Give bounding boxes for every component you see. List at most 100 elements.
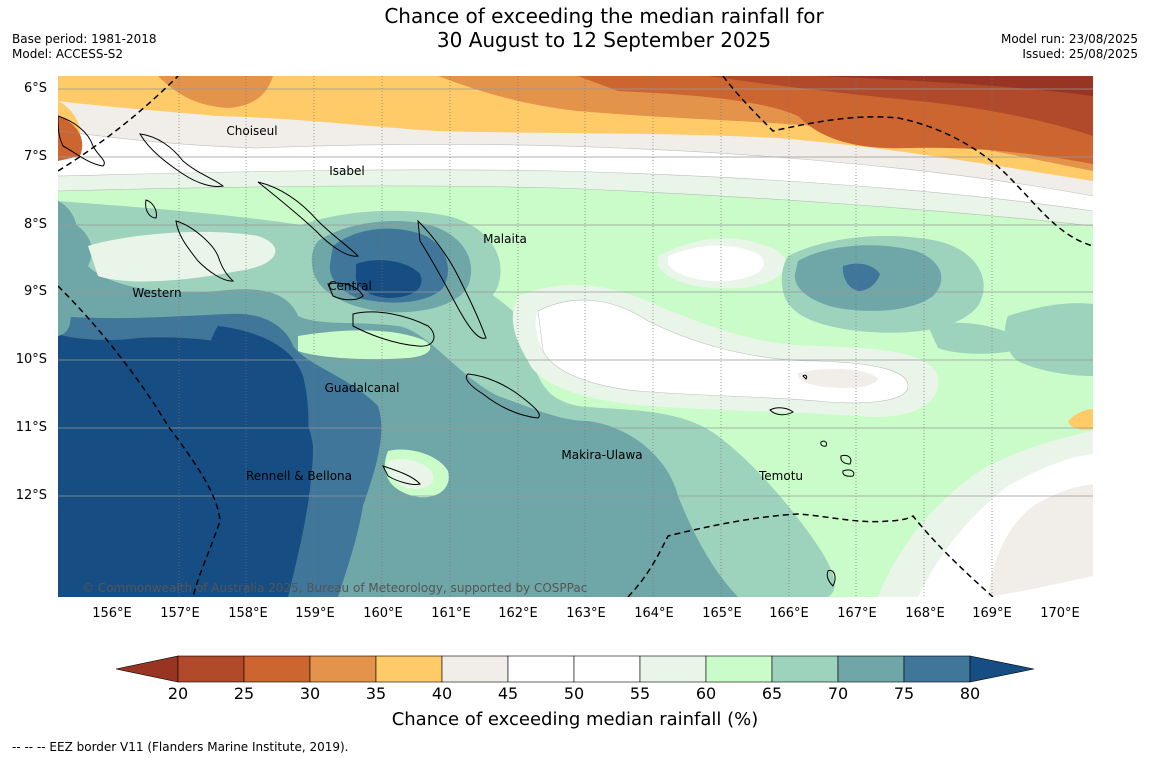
colorbar-tick-50: 50 bbox=[563, 684, 585, 703]
colorbar-segment-4 bbox=[375, 655, 443, 683]
band-25-30-west bbox=[58, 116, 83, 161]
band-55-60-inner bbox=[88, 231, 276, 282]
island-guadalcanal bbox=[352, 311, 435, 347]
island-tikopia bbox=[826, 569, 836, 587]
island-rennell bbox=[382, 465, 421, 485]
colorbar-segment-7 bbox=[573, 655, 641, 683]
colorbar-tick-45: 45 bbox=[497, 684, 519, 703]
region-label-temotu: Temotu bbox=[758, 469, 804, 483]
island-anuta bbox=[802, 374, 808, 380]
lon-label-169e: 169°E bbox=[972, 606, 1012, 621]
island-ngella bbox=[327, 282, 364, 301]
colorbar-graphic bbox=[115, 655, 1035, 683]
region-label-central: Central bbox=[328, 279, 372, 293]
base-period-text: Base period: 1981-2018 bbox=[12, 32, 157, 46]
band-60-65-inner bbox=[298, 330, 431, 360]
lon-label-161e: 161°E bbox=[431, 606, 471, 621]
map-title: Chance of exceeding the median rainfall … bbox=[0, 4, 1150, 52]
band-75-80-east bbox=[842, 263, 880, 291]
lon-label-162e: 162°E bbox=[498, 606, 538, 621]
colorbar-segment-5 bbox=[441, 655, 509, 683]
island-utupua bbox=[820, 440, 827, 447]
band-20-25 bbox=[708, 76, 1093, 136]
colorbar-segment-2 bbox=[243, 655, 311, 683]
island-bougainville bbox=[58, 115, 105, 167]
colorbar-segment-3 bbox=[309, 655, 377, 683]
colorbar-segment-10 bbox=[771, 655, 839, 683]
island-vella bbox=[145, 199, 157, 219]
region-label-choiseul: Choiseul bbox=[226, 124, 278, 138]
model-text: Model: ACCESS-S2 bbox=[12, 47, 124, 61]
colorbar bbox=[0, 650, 1150, 690]
colorbar-segment-1 bbox=[177, 655, 245, 683]
lon-label-160e: 160°E bbox=[363, 606, 403, 621]
model-run-text: Model run: 23/08/2025 bbox=[1000, 32, 1138, 46]
band-35-40-southeast bbox=[1068, 409, 1093, 430]
colorbar-tick-30: 30 bbox=[299, 684, 321, 703]
colorbar-arrow-high bbox=[969, 655, 1035, 683]
lon-label-167e: 167°E bbox=[837, 606, 877, 621]
coastlines bbox=[58, 115, 855, 587]
colorbar-tick-65: 65 bbox=[761, 684, 783, 703]
title-line-2: 30 August to 12 September 2025 bbox=[436, 28, 772, 52]
lon-label-170e: 170°E bbox=[1040, 606, 1080, 621]
colorbar-segment-9 bbox=[705, 655, 773, 683]
colorbar-tick-20: 20 bbox=[167, 684, 189, 703]
band-over-80-central bbox=[355, 260, 422, 298]
colorbar-segment-12 bbox=[903, 655, 971, 683]
island-new-georgia bbox=[175, 220, 235, 282]
meta-right: Model run: 23/08/2025 Issued: 25/08/2025 bbox=[1001, 32, 1138, 62]
colorbar-title: Chance of exceeding median rainfall (%) bbox=[391, 709, 759, 730]
lat-label-9s: 9°S bbox=[23, 284, 47, 299]
region-label-guadalcanal: Guadalcanal bbox=[324, 381, 400, 395]
colorbar-tick-40: 40 bbox=[431, 684, 453, 703]
island-santa-cruz bbox=[840, 455, 852, 465]
band-below-20 bbox=[818, 76, 1093, 96]
island-vanikoro bbox=[842, 469, 855, 477]
band-30-35-west bbox=[158, 76, 273, 108]
lon-label-164e: 164°E bbox=[634, 606, 674, 621]
lon-label-159e: 159°E bbox=[295, 606, 335, 621]
band-65-70-right-b bbox=[928, 322, 1028, 354]
band-over-80-west-b bbox=[198, 326, 309, 597]
lon-label-165e: 165°E bbox=[702, 606, 742, 621]
region-label-western: Western bbox=[132, 286, 182, 300]
contour-lines bbox=[58, 130, 1093, 404]
lat-label-8s: 8°S bbox=[23, 217, 47, 232]
island-malaita bbox=[417, 219, 487, 339]
lon-label-157e: 157°E bbox=[160, 606, 200, 621]
colorbar-tick-35: 35 bbox=[365, 684, 387, 703]
issued-text: Issued: 25/08/2025 bbox=[1022, 47, 1138, 61]
copyright-text: © Commonwealth of Australia 2025, Bureau… bbox=[82, 581, 588, 595]
region-label-isabel: Isabel bbox=[329, 164, 365, 178]
island-choiseul bbox=[139, 133, 225, 187]
lon-label-156e: 156°E bbox=[92, 606, 132, 621]
colorbar-segment-11 bbox=[837, 655, 905, 683]
island-santa-ana bbox=[769, 407, 794, 416]
map-canvas bbox=[58, 76, 1093, 597]
colorbar-tick-80: 80 bbox=[959, 684, 981, 703]
colorbar-segment-6 bbox=[507, 655, 575, 683]
lat-gridlines bbox=[58, 88, 1093, 497]
lat-label-6s: 6°S bbox=[23, 81, 47, 96]
meta-left: Base period: 1981-2018 Model: ACCESS-S2 bbox=[12, 32, 157, 62]
lat-label-12s: 12°S bbox=[15, 488, 47, 503]
lon-label-163e: 163°E bbox=[566, 606, 606, 621]
lat-label-11s: 11°S bbox=[15, 420, 47, 435]
island-makira bbox=[465, 373, 540, 419]
band-45-55-east-a bbox=[668, 245, 764, 282]
lat-label-7s: 7°S bbox=[23, 149, 47, 164]
eez-border bbox=[58, 76, 1093, 597]
colorbar-tick-55: 55 bbox=[629, 684, 651, 703]
colorbar-tick-60: 60 bbox=[695, 684, 717, 703]
lon-label-158e: 158°E bbox=[228, 606, 268, 621]
colorbar-arrow-low bbox=[115, 655, 179, 683]
region-label-makira-ulawa: Makira-Ulawa bbox=[561, 448, 643, 462]
colorbar-segment-8 bbox=[639, 655, 707, 683]
region-label-rennell-bellona: Rennell & Bellona bbox=[245, 469, 353, 483]
colorbar-tick-75: 75 bbox=[893, 684, 915, 703]
lat-label-10s: 10°S bbox=[15, 352, 47, 367]
colorbar-segments bbox=[115, 655, 1035, 683]
region-label-malaita: Malaita bbox=[483, 232, 527, 246]
eez-footnote: -- -- -- EEZ border V11 (Flanders Marine… bbox=[12, 740, 349, 754]
